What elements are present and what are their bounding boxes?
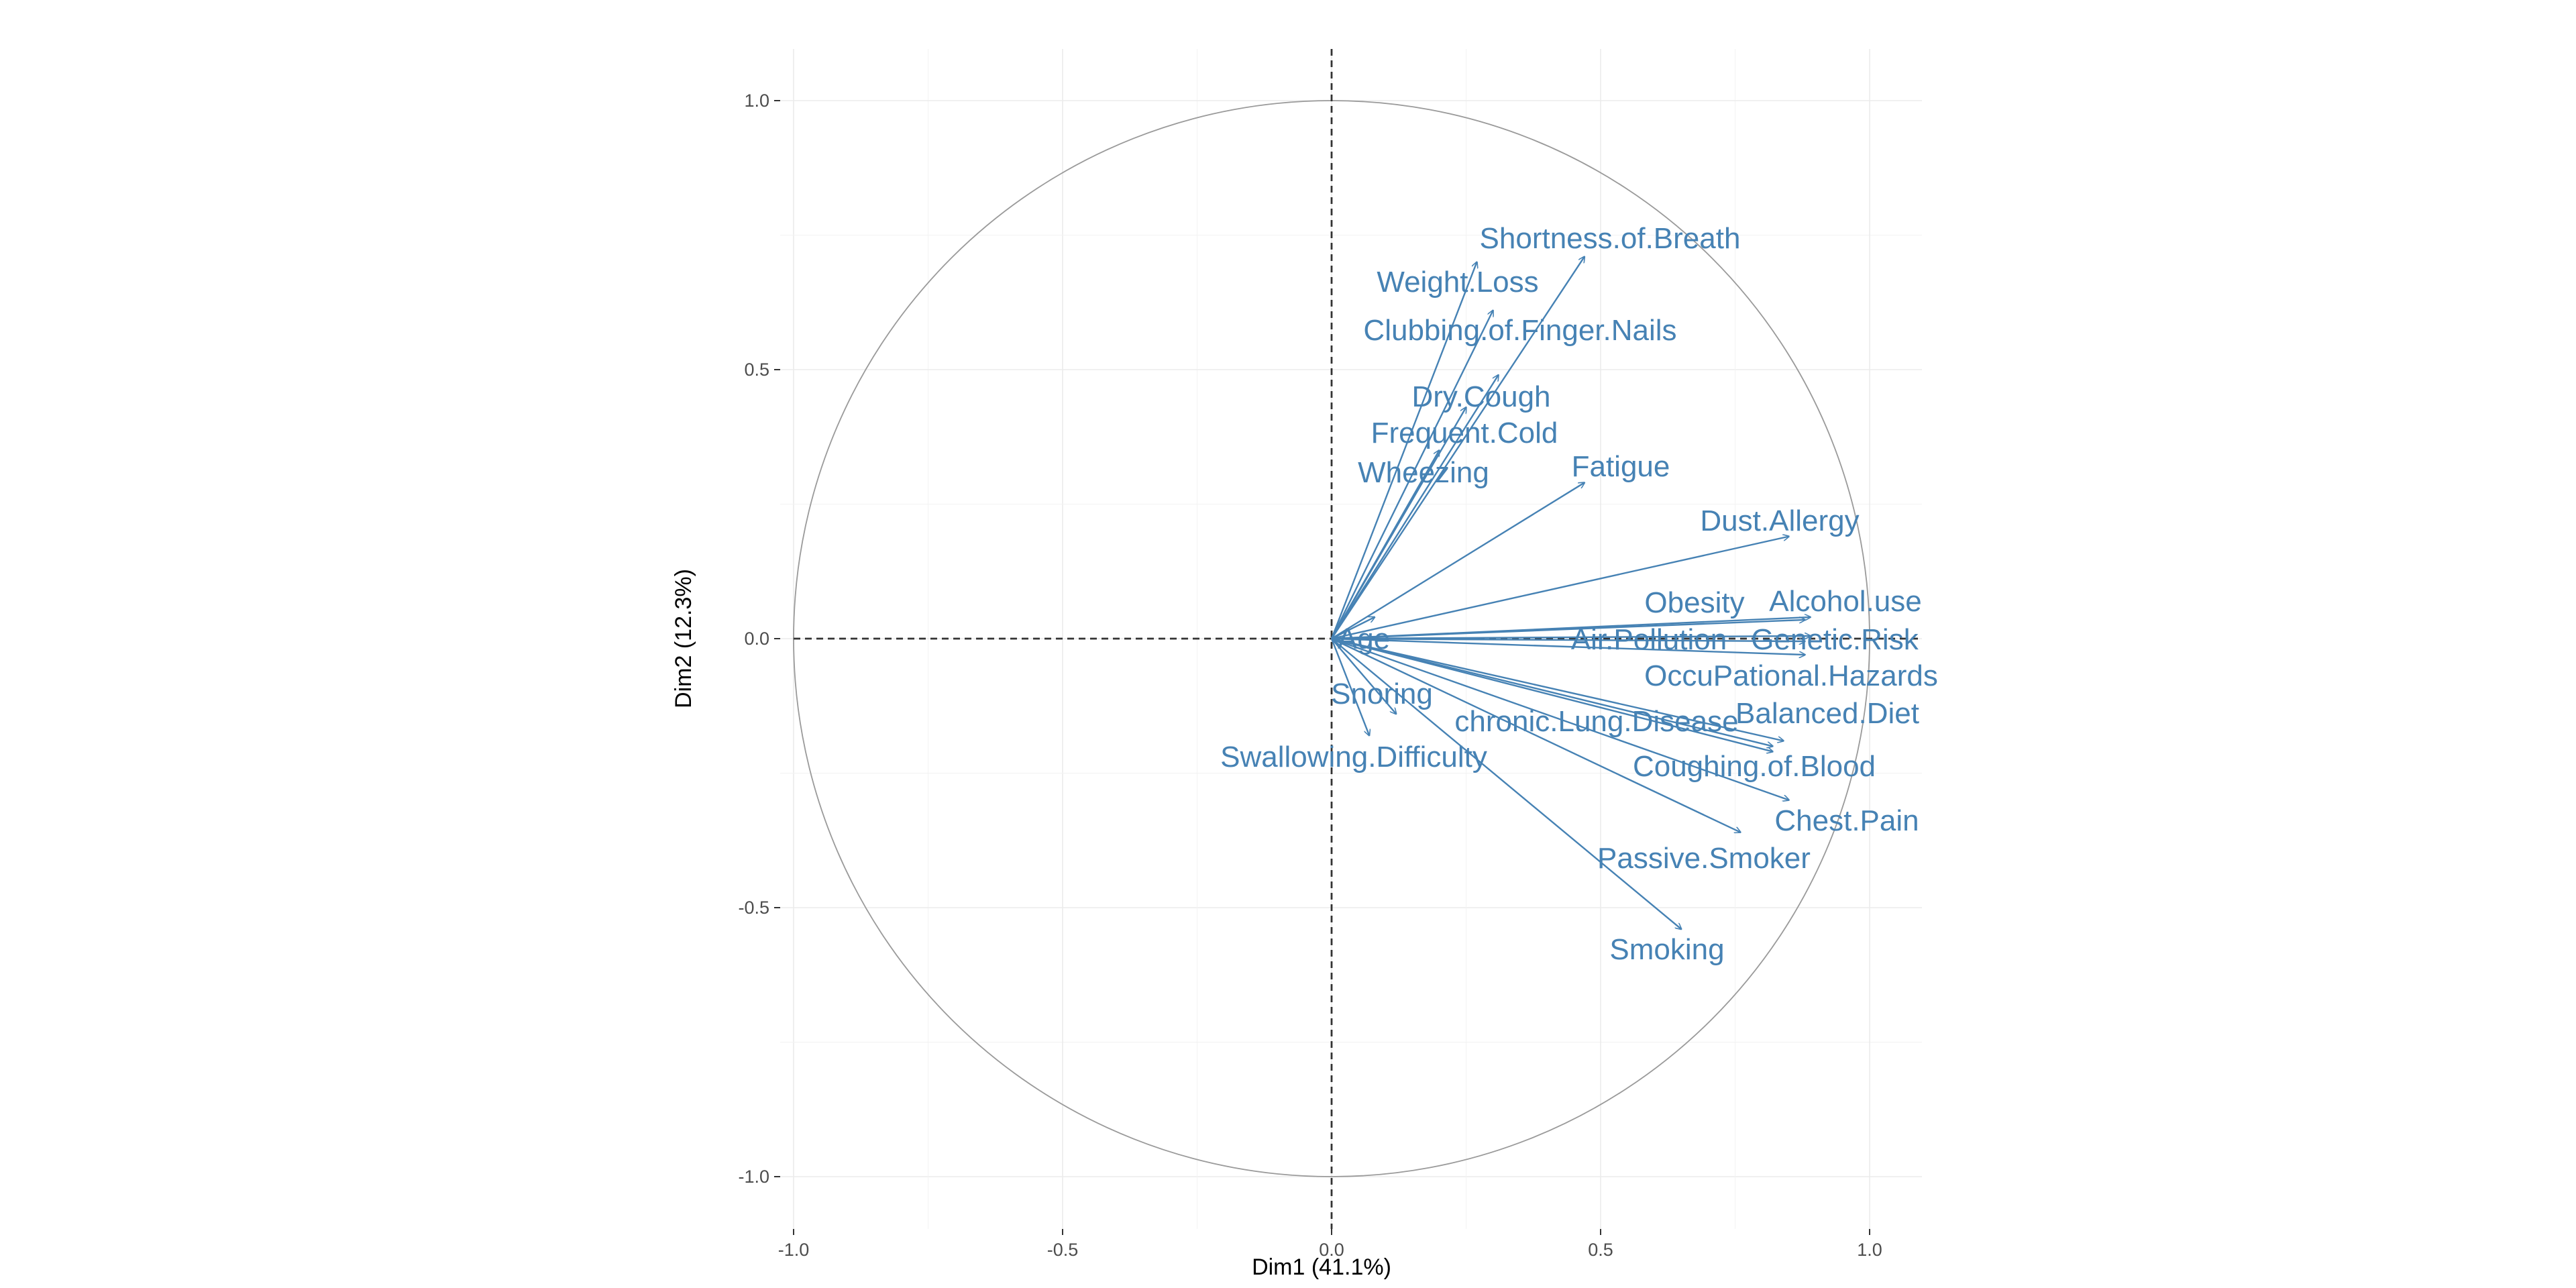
x-tick-label: 0.5: [1588, 1240, 1613, 1260]
variable-label: Dry.Cough: [1411, 380, 1550, 413]
variable-label: Frequent.Cold: [1371, 417, 1558, 449]
y-tick-label: 1.0: [744, 91, 769, 111]
variable-label: Dust.Allergy: [1700, 504, 1859, 537]
variable-arrow: [1330, 262, 1477, 639]
x-tick-label: 1.0: [1857, 1240, 1882, 1260]
variable-label: Wheezing: [1358, 456, 1489, 489]
variable-label: Fatigue: [1572, 450, 1670, 483]
x-tick-label: -0.5: [1047, 1240, 1079, 1260]
variable-label: Snoring: [1331, 678, 1433, 710]
variable-arrow: [1331, 638, 1681, 929]
variable-label: Shortness.of.Breath: [1480, 222, 1741, 255]
variable-arrow: [1331, 637, 1741, 833]
variable-arrow: [1331, 537, 1789, 640]
variable-label: Coughing.of.Blood: [1633, 750, 1876, 783]
variable-label: Clubbing.of.Finger.Nails: [1363, 314, 1676, 347]
variable-arrow: [1330, 375, 1499, 639]
variable-label: Swallowing.Difficulty: [1220, 741, 1487, 773]
x-axis: -1.0 -0.5 0.0 0.5 1.0: [778, 1229, 1882, 1260]
variable-label: Passive.Smoker: [1597, 842, 1811, 875]
variable-label: Balanced.Diet: [1735, 697, 1919, 730]
variable-arrow: [1331, 482, 1585, 640]
variable-arrow: [1331, 637, 1805, 641]
variable-arrow: [1331, 637, 1784, 741]
variable-arrow: [1331, 636, 1811, 640]
variable-label: Weight.Loss: [1377, 266, 1538, 299]
variable-arrow: [1331, 637, 1789, 800]
variable-arrow: [1331, 617, 1811, 640]
variable-label: chronic.Lung.Disease: [1454, 705, 1738, 738]
x-tick-label: -1.0: [778, 1240, 810, 1260]
variable-label: Air.Pollution: [1571, 623, 1727, 656]
x-tick-label: 0.0: [1319, 1240, 1344, 1260]
variable-label: Chest.Pain: [1774, 804, 1919, 837]
variable-arrows: [1330, 257, 1811, 930]
y-tick-label: 0.0: [744, 629, 769, 649]
variable-arrow: [1330, 450, 1439, 639]
y-tick-label: -0.5: [738, 898, 769, 918]
variable-arrow: [1331, 638, 1396, 714]
variable-label: Obesity: [1644, 586, 1744, 619]
variable-label: Age: [1338, 623, 1390, 655]
variable-arrow: [1330, 638, 1369, 735]
variable-arrow: [1331, 617, 1375, 640]
variable-arrow: [1331, 637, 1773, 751]
variable-arrow: [1330, 311, 1493, 639]
variable-label: Genetic.Risk: [1751, 623, 1919, 656]
y-tick-label: 0.5: [744, 360, 769, 380]
variable-label: Alcohol.use: [1769, 585, 1921, 618]
variable-arrow: [1331, 637, 1773, 746]
variable-label: Smoking: [1609, 933, 1724, 966]
y-tick-label: -1.0: [738, 1167, 769, 1187]
variable-arrow: [1331, 637, 1805, 655]
variable-labels: Shortness.of.Breath Weight.Loss Clubbing.o…: [1220, 222, 1938, 966]
x-axis-title: Dim1 (41.1%): [1252, 1254, 1391, 1280]
variable-label: OccuPational.Hazards: [1644, 659, 1938, 692]
variable-arrow: [1330, 257, 1585, 639]
y-axis: -1.0 -0.5 0.0 0.5 1.0: [738, 91, 780, 1187]
y-axis-title: Dim2 (12.3%): [671, 569, 696, 708]
